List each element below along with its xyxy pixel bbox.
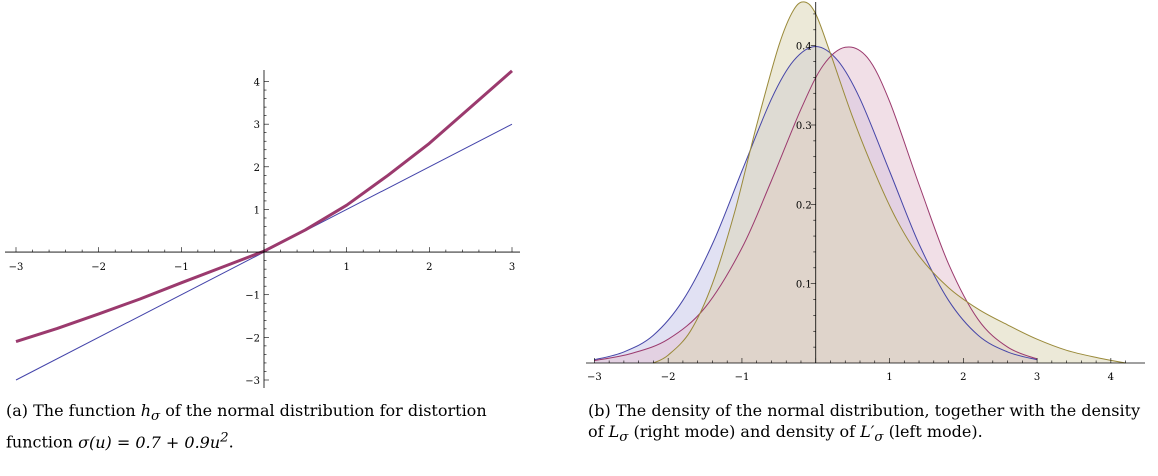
x-tick-label: 2 (426, 262, 432, 273)
y-tick-label: 0.2 (796, 200, 812, 211)
x-tick-label: 4 (1108, 372, 1114, 383)
caption-b-label: (b) (588, 401, 611, 420)
chart-a-axes: −3 −2 −1 1 2 3 −3 −2 −1 1 2 3 4 (5, 70, 520, 388)
caption-a: (a) The function hσ of the normal distri… (6, 400, 546, 453)
caption-b-math2: L′σ (860, 422, 883, 445)
x-tick-label: 1 (343, 262, 349, 273)
caption-a-math1: hσ (140, 401, 160, 424)
y-tick-label: −2 (245, 333, 260, 344)
y-tick-label: 4 (254, 78, 260, 89)
series-L-sigma-prime-line (653, 1, 1126, 364)
x-tick-label: −1 (174, 262, 189, 273)
x-tick-label: 2 (960, 372, 966, 383)
y-tick-label: 2 (254, 163, 260, 174)
caption-b-text2: (right mode) and density of (633, 422, 856, 441)
caption-a-math1-base: h (140, 401, 152, 420)
x-tick-label: −2 (661, 372, 676, 383)
caption-b-math1: Lσ (608, 422, 629, 445)
caption-b: (b) The density of the normal distributi… (588, 400, 1148, 448)
caption-a-math1-sub: σ (151, 409, 161, 425)
caption-b-text1: The density of the normal distribution, … (588, 401, 1141, 441)
x-tick-label: 3 (1034, 372, 1040, 383)
caption-b-math2-base: L′ (860, 422, 875, 441)
y-tick-label: 0.4 (796, 42, 812, 53)
x-tick-label: −2 (91, 262, 106, 273)
chart-b-series-group (594, 1, 1126, 364)
y-tick-label: 0.1 (796, 280, 812, 291)
y-tick-label: 3 (254, 120, 260, 131)
series-L-sigma-line (594, 46, 1038, 362)
chart-b-axes: −3 −2 −1 1 2 3 4 0.1 0.2 0.3 0.4 (586, 2, 1145, 383)
caption-a-math2-sup: 2 (220, 430, 229, 446)
x-tick-label: −3 (9, 262, 24, 273)
x-tick-label: −3 (587, 372, 602, 383)
caption-a-math2-base: σ(u) = 0.7 + 0.9u (78, 432, 221, 452)
x-tick-label: 1 (886, 372, 892, 383)
series-L-sigma-prime-area (653, 1, 1126, 364)
caption-a-text3: . (228, 432, 234, 452)
y-tick-label: 0.3 (796, 121, 812, 132)
caption-a-math2: σ(u) = 0.7 + 0.9u2 (78, 430, 229, 452)
caption-b-math1-base: L (608, 422, 620, 441)
caption-a-label: (a) (6, 401, 29, 420)
y-tick-label: 1 (254, 205, 260, 216)
y-tick-label: −3 (245, 376, 260, 387)
caption-b-math2-sub: σ (874, 430, 884, 446)
caption-b-text3: (left mode). (888, 422, 983, 441)
y-tick-label: −1 (245, 291, 260, 302)
caption-a-text1: The function (33, 401, 136, 420)
x-tick-label: −1 (735, 372, 750, 383)
caption-a-text2: of the normal distribution for distortio… (6, 401, 487, 452)
caption-b-math1-sub: σ (619, 430, 629, 446)
x-tick-label: 3 (509, 262, 515, 273)
